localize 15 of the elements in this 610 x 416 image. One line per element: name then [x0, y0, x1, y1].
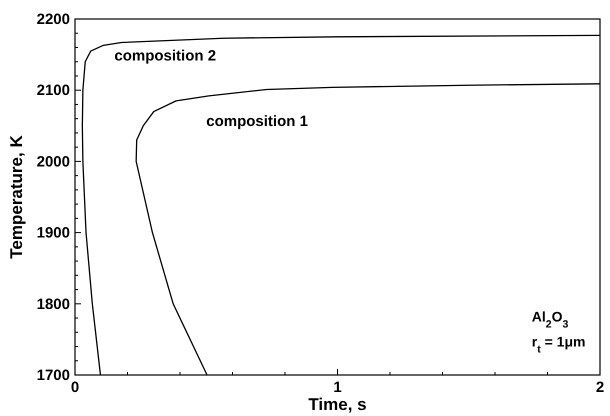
y-axis-title: Temperature, K	[7, 134, 26, 259]
y-tick-label: 1800	[36, 296, 70, 313]
x-tick-label: 2	[596, 379, 604, 396]
series-label: composition 2	[114, 47, 216, 64]
y-tick-label: 1700	[36, 367, 70, 384]
annotation: Al$_{2}$O$_{3}$	[532, 308, 568, 331]
x-axis-title: Time, s	[308, 395, 367, 414]
series-label: composition 1	[206, 112, 308, 130]
y-tick-label: 2100	[36, 82, 70, 100]
x-tick-label: 0	[70, 379, 80, 396]
y-tick-label: 2000	[36, 153, 70, 170]
y-tick-label: 1900	[36, 224, 70, 242]
annotation: r$_{t}$ = 1μm	[532, 334, 586, 356]
x-tick-label: 1	[333, 379, 342, 396]
y-tick-label: 2200	[36, 11, 70, 28]
